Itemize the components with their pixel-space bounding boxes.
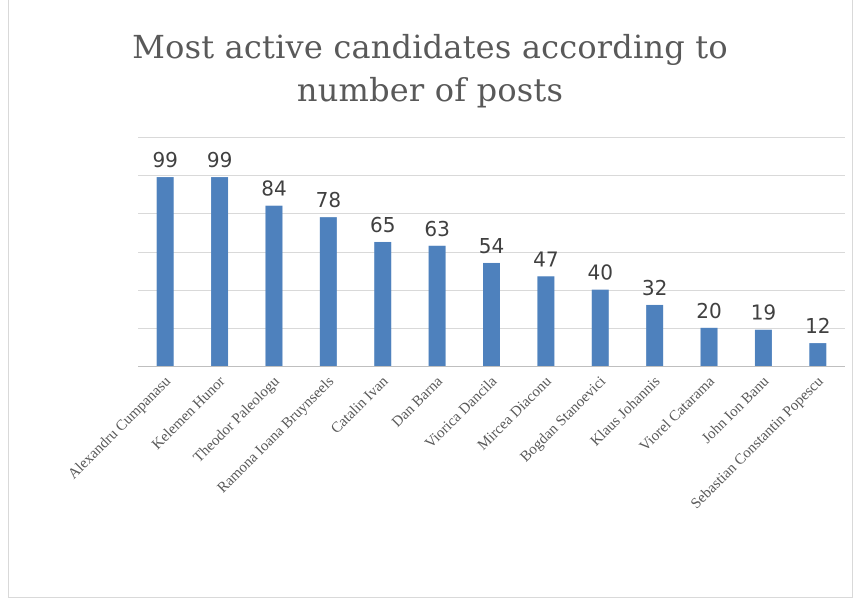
category-label: Dan Barna [389, 373, 446, 430]
data-label: 63 [424, 217, 449, 241]
bar [483, 262, 500, 366]
bar [211, 177, 229, 366]
bar [156, 177, 174, 366]
bar [374, 241, 392, 366]
data-label: 20 [696, 299, 721, 323]
data-label: 54 [479, 234, 504, 258]
data-label: 84 [261, 177, 286, 201]
bar [428, 245, 446, 366]
data-labels: 99 99 84 78 65 63 54 47 40 32 20 19 12 [152, 148, 830, 338]
bar [646, 304, 664, 366]
bar [809, 343, 827, 366]
bar [265, 205, 283, 366]
data-label: 19 [751, 301, 776, 325]
category-label: Catalin Ivan [328, 373, 392, 437]
data-label: 12 [805, 314, 830, 338]
data-label: 78 [316, 188, 341, 212]
chart-title: Most active candidates according to numb… [132, 28, 728, 109]
bar [319, 217, 337, 366]
data-label: 32 [642, 276, 667, 300]
bar [754, 329, 772, 366]
bar [591, 289, 609, 366]
data-label: 65 [370, 213, 395, 237]
category-label: Alexandru Cumpanasu [65, 373, 174, 482]
category-label: Ramona Ioana Bruynseels [215, 373, 338, 496]
bar [700, 327, 718, 366]
bars [156, 177, 827, 366]
bar [537, 276, 555, 366]
data-label: 99 [207, 148, 232, 172]
data-label: 40 [588, 261, 613, 285]
gridlines [138, 137, 845, 329]
data-label: 99 [152, 148, 177, 172]
data-label: 47 [533, 247, 558, 271]
